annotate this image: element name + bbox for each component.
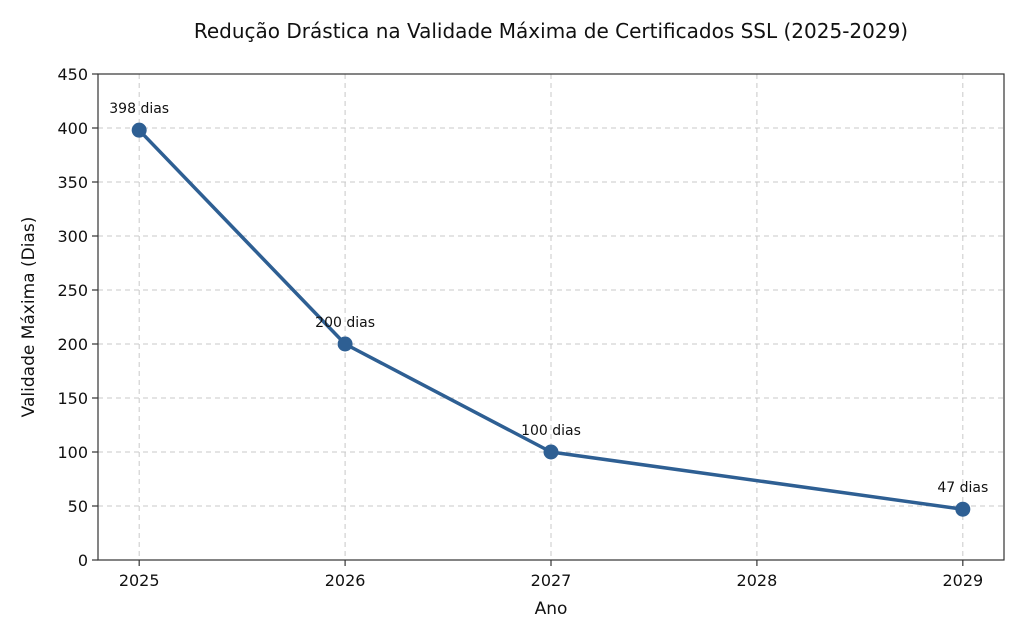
x-tick-label: 2028 [737, 571, 778, 590]
series-line [137, 128, 965, 511]
y-tick-label: 150 [57, 389, 88, 408]
y-axis-ticks: 0 50 100 150 200 250 300 350 400 450 [57, 65, 98, 570]
series: 398 dias 200 dias 100 dias 47 dias [109, 101, 988, 517]
data-point [543, 444, 559, 460]
y-tick-label: 300 [57, 227, 88, 246]
data-point [337, 336, 353, 352]
x-tick-label: 2026 [325, 571, 366, 590]
x-axis-ticks: 2025 2026 2027 2028 2029 [119, 560, 983, 590]
x-tick-label: 2025 [119, 571, 160, 590]
x-tick-label: 2029 [942, 571, 983, 590]
data-label: 47 dias [937, 480, 988, 496]
y-tick-label: 100 [57, 443, 88, 462]
y-tick-label: 0 [78, 551, 88, 570]
y-tick-label: 450 [57, 65, 88, 84]
x-tick-label: 2027 [531, 571, 572, 590]
x-axis-label: Ano [535, 599, 568, 619]
data-point [955, 501, 971, 517]
grid [98, 73, 1004, 561]
data-label: 398 dias [109, 101, 169, 117]
y-axis-label: Validade Máxima (Dias) [19, 217, 39, 418]
y-tick-label: 50 [68, 497, 88, 516]
y-tick-label: 200 [57, 335, 88, 354]
y-tick-label: 250 [57, 281, 88, 300]
y-tick-label: 400 [57, 119, 88, 138]
chart-title: Redução Drástica na Validade Máxima de C… [194, 19, 908, 43]
data-label: 100 dias [521, 423, 581, 439]
data-point [131, 122, 147, 138]
y-tick-label: 350 [57, 173, 88, 192]
data-label: 200 dias [315, 315, 375, 331]
